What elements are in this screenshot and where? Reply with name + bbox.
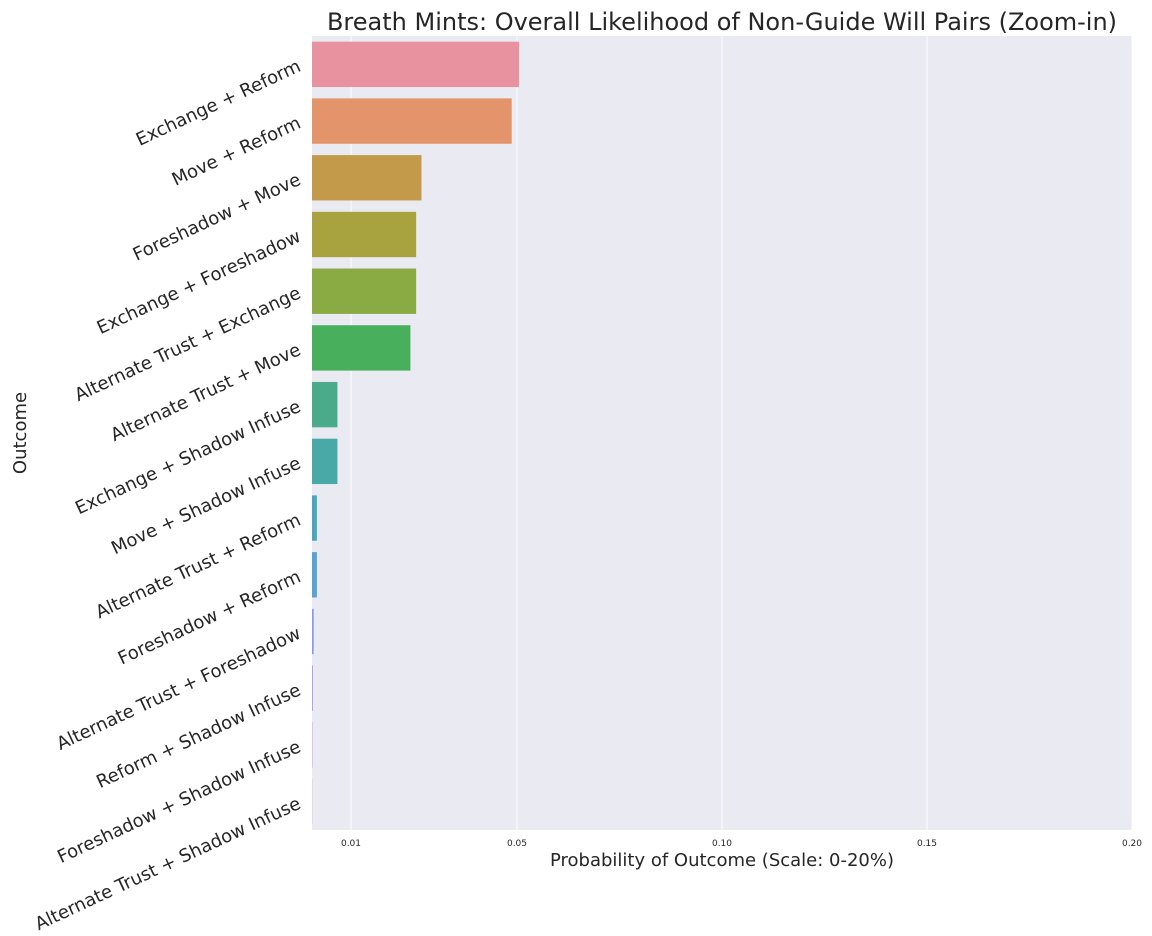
bars xyxy=(312,41,520,825)
bar xyxy=(312,41,520,88)
bar xyxy=(312,438,338,485)
bar xyxy=(312,325,411,371)
x-tick-label: 0.05 xyxy=(507,839,527,849)
bar xyxy=(312,665,313,711)
x-tick-label: 0.10 xyxy=(712,839,732,849)
bar xyxy=(312,98,512,144)
category-label: Alternate Trust + Move xyxy=(107,339,304,446)
bar xyxy=(312,268,417,314)
x-tick-label: 0.15 xyxy=(917,839,937,849)
bar xyxy=(312,211,417,258)
bar xyxy=(312,381,338,428)
category-label: Exchange + Foreshadow xyxy=(94,226,304,339)
bar xyxy=(312,495,317,541)
x-tick-label: 0.20 xyxy=(1122,839,1142,849)
chart-title: Breath Mints: Overall Likelihood of Non-… xyxy=(327,8,1117,36)
x-axis-label: Probability of Outcome (Scale: 0-20%) xyxy=(550,850,894,871)
x-ticks: 0.01 0.05 0.10 0.15 0.20 xyxy=(341,839,1142,849)
bar xyxy=(312,155,422,201)
category-label: Exchange + Shadow Infuse xyxy=(72,396,304,519)
bar xyxy=(312,552,317,598)
x-tick-label: 0.01 xyxy=(341,839,361,849)
category-label: Reform + Shadow Infuse xyxy=(93,680,304,793)
bar xyxy=(312,608,314,655)
y-axis-label: Outcome xyxy=(10,392,31,474)
category-label: Alternate Trust + Reform xyxy=(93,510,305,624)
category-label: Alternate Trust + Exchange xyxy=(71,283,304,406)
